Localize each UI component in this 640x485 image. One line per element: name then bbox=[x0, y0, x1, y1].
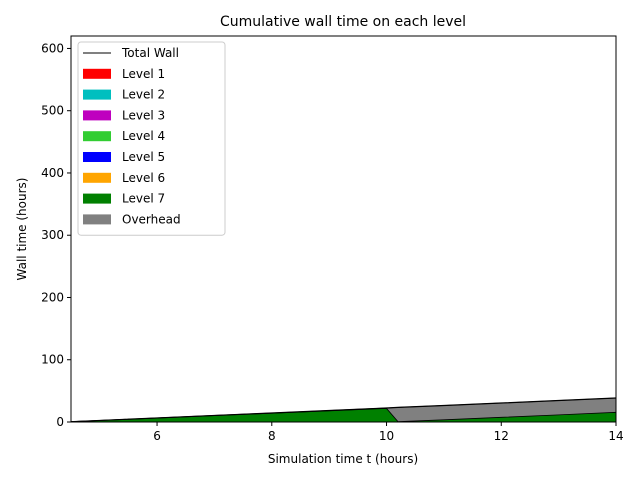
legend-label-level-3: Level 3 bbox=[122, 108, 165, 122]
x-axis: 6 8 10 12 14 bbox=[153, 422, 624, 443]
x-tick-label: 14 bbox=[608, 429, 623, 443]
y-tick-label: 600 bbox=[41, 41, 64, 55]
legend-box bbox=[77, 41, 226, 236]
line-total-wall bbox=[70, 397, 617, 423]
legend-swatch-level-4 bbox=[83, 131, 111, 142]
x-tick-label: 8 bbox=[268, 429, 276, 443]
x-tick-label: 10 bbox=[379, 429, 394, 443]
legend-label-level-5: Level 5 bbox=[122, 150, 165, 164]
plot-frame bbox=[70, 35, 617, 423]
legend-swatch-level-3 bbox=[83, 110, 111, 121]
y-tick-label: 200 bbox=[41, 290, 64, 304]
legend-label-level-6: Level 6 bbox=[122, 171, 165, 185]
legend: Total Wall Level 1 Level 2 Level 3 Level 4 Le… bbox=[77, 41, 226, 236]
y-axis-label: Wall time (hours) bbox=[15, 178, 29, 281]
x-tick-label: 6 bbox=[153, 429, 161, 443]
legend-label-total-wall: Total Wall bbox=[121, 46, 179, 60]
y-tick-label: 0 bbox=[56, 415, 64, 429]
y-tick-label: 400 bbox=[41, 166, 64, 180]
legend-swatch-level-1 bbox=[83, 68, 111, 79]
legend-swatch-level-2 bbox=[83, 89, 111, 100]
x-tick-label: 12 bbox=[494, 429, 509, 443]
y-tick-label: 100 bbox=[41, 353, 64, 367]
legend-label-level-2: Level 2 bbox=[122, 88, 165, 102]
legend-swatch-level-6 bbox=[83, 172, 111, 183]
legend-label-level-4: Level 4 bbox=[122, 129, 165, 143]
legend-swatch-level-5 bbox=[83, 152, 111, 162]
legend-swatch-level-7 bbox=[83, 193, 111, 204]
x-axis-label: Simulation time t (hours) bbox=[268, 452, 418, 466]
legend-label-level-7: Level 7 bbox=[122, 192, 165, 206]
lines-layer bbox=[70, 397, 617, 423]
legend-label-overhead: Overhead bbox=[122, 212, 181, 226]
y-axis: 0 100 200 300 400 500 600 bbox=[41, 41, 71, 429]
legend-label-level-1: Level 1 bbox=[122, 67, 165, 81]
y-tick-label: 300 bbox=[41, 228, 64, 242]
chart-title: Cumulative wall time on each level bbox=[220, 14, 466, 30]
y-tick-label: 500 bbox=[41, 104, 64, 118]
legend-swatch-overhead bbox=[83, 214, 111, 225]
